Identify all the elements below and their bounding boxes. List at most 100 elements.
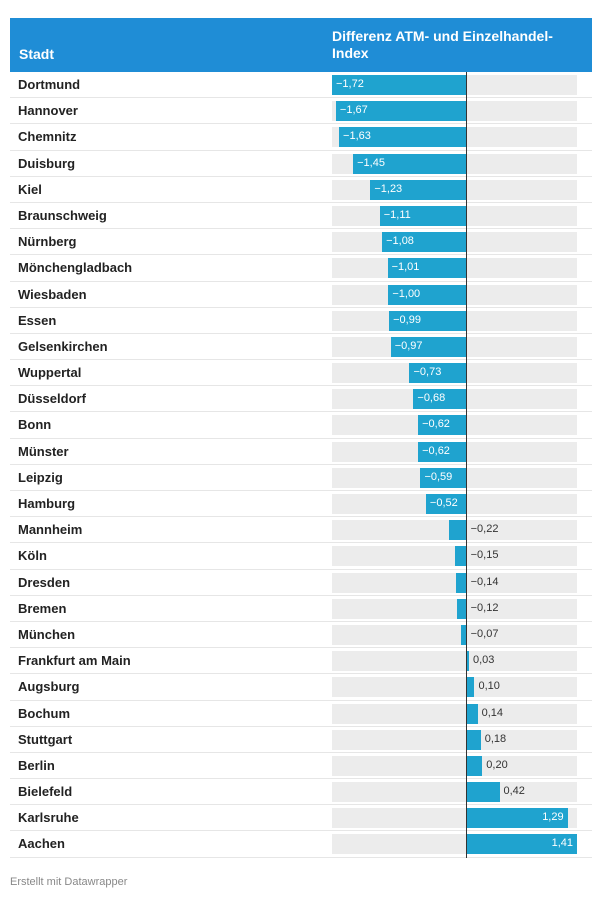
value-label: −1,01	[391, 261, 420, 274]
bar	[466, 729, 481, 750]
bar-track: −0,62	[332, 441, 577, 462]
value-label: −0,59	[424, 470, 453, 483]
table-row: Gelsenkirchen −0,97	[10, 334, 592, 361]
bar-track: −0,12	[332, 598, 577, 619]
bar-track: −1,00	[332, 284, 577, 305]
bar-track: −1,67	[332, 101, 577, 122]
city-name: Leipzig	[18, 469, 63, 485]
bar	[387, 258, 467, 279]
bar	[466, 703, 478, 724]
value-label: −1,63	[343, 130, 371, 143]
bar	[388, 284, 467, 305]
bar	[339, 127, 467, 148]
city-name: Stuttgart	[18, 731, 73, 747]
city-name: Köln	[18, 548, 47, 564]
value-label: −1,45	[357, 156, 385, 169]
table-row: Münster −0,62	[10, 439, 592, 465]
value-label: −1,23	[374, 182, 403, 195]
bar-track: 0,03	[332, 651, 577, 672]
table-row: Bielefeld 0,42	[10, 779, 592, 806]
bar-track: −0,99	[332, 310, 577, 331]
city-name: Bremen	[18, 600, 67, 616]
bar-track: −0,52	[332, 494, 577, 514]
value-label: −0,99	[393, 313, 421, 326]
bar-track: 0,42	[332, 782, 577, 803]
bar-track: 0,18	[332, 729, 577, 750]
city-name: Essen	[18, 312, 57, 328]
bar-track: −0,73	[332, 363, 577, 384]
value-label: 0,10	[478, 680, 500, 693]
table-row: Dortmund −1,72	[10, 72, 592, 99]
table-row: Aachen 1,41	[10, 831, 592, 858]
value-label: 1,29	[542, 811, 564, 824]
value-label: 0,03	[472, 654, 495, 667]
value-label: −1,08	[386, 235, 414, 248]
value-label: −1,72	[336, 78, 364, 90]
table-row: Hannover −1,67	[10, 98, 592, 125]
table-row: Wiesbaden −1,00	[10, 282, 592, 308]
table-row: Mönchengladbach −1,01	[10, 255, 592, 282]
bar	[409, 363, 467, 384]
value-label: 1,41	[551, 837, 573, 850]
bar-track: −0,97	[332, 336, 577, 357]
city-name: Frankfurt am Main	[18, 653, 131, 669]
city-name: Braunschweig	[18, 207, 107, 223]
bar-track: −1,63	[332, 127, 577, 148]
value-label: 0,18	[484, 732, 507, 745]
city-name: Mönchengladbach	[18, 260, 133, 276]
city-name: Hamburg	[18, 496, 76, 511]
table-row: Bonn −0,62	[10, 412, 592, 439]
city-name: Kiel	[18, 181, 42, 197]
value-label: −0,14	[470, 575, 499, 588]
table-row: Duisburg −1,45	[10, 151, 592, 177]
bar-track: −1,08	[332, 232, 577, 253]
value-label: −1,11	[383, 208, 411, 221]
data-table: Stadt Differenz ATM- und Einzelhandel-In…	[10, 18, 592, 858]
city-name: Karlsruhe	[18, 810, 79, 826]
table-row: Chemnitz −1,63	[10, 124, 592, 151]
city-name: Bonn	[18, 417, 52, 433]
value-label: −0,12	[470, 601, 499, 614]
city-name: Berlin	[18, 757, 55, 773]
city-name: Dresden	[18, 574, 71, 590]
bar-track: −0,15	[332, 546, 577, 567]
table-row: Kiel −1,23	[10, 177, 592, 203]
city-name: Nürnberg	[18, 234, 77, 250]
bar	[466, 808, 568, 829]
bar-track: −0,68	[332, 389, 577, 410]
table-row: Frankfurt am Main 0,03	[10, 648, 592, 675]
bar	[466, 782, 500, 803]
table-row: Köln −0,15	[10, 543, 592, 570]
city-name: Chemnitz	[18, 129, 77, 145]
city-name: Duisburg	[18, 155, 76, 171]
city-name: München	[18, 626, 76, 642]
value-label: −0,15	[470, 549, 499, 562]
bar-track: 0,20	[332, 755, 577, 776]
bar	[466, 755, 483, 776]
bar	[418, 415, 467, 436]
table-row: München −0,07	[10, 622, 592, 649]
column-header-city[interactable]: Stadt	[19, 46, 54, 62]
value-label: −0,62	[422, 418, 450, 431]
bar	[379, 205, 467, 226]
bar	[466, 677, 475, 698]
bar	[466, 834, 577, 855]
table-row: Berlin 0,20	[10, 753, 592, 780]
city-name: Bochum	[18, 705, 70, 721]
value-label: −0,52	[429, 497, 458, 509]
table-body: Dortmund −1,72 Hannover −1,67 Chemnitz −1,63 D…	[10, 72, 592, 858]
table-row: Dresden −0,14	[10, 570, 592, 596]
credit-text: Erstellt mit Datawrapper	[10, 876, 128, 888]
bar-track: 0,10	[332, 677, 577, 698]
bar-track: −1,11	[332, 205, 577, 226]
bar	[466, 651, 469, 672]
table-header: Stadt Differenz ATM- und Einzelhandel-In…	[10, 18, 592, 72]
column-header-metric[interactable]: Differenz ATM- und Einzelhandel-Index	[332, 28, 553, 61]
bar	[455, 572, 467, 593]
value-label: 0,20	[486, 758, 508, 771]
value-label: −0,62	[422, 444, 450, 457]
bar	[461, 624, 467, 645]
bar-track: 1,41	[332, 834, 577, 855]
city-name: Bielefeld	[18, 784, 73, 800]
bar-track: −1,45	[332, 153, 577, 174]
